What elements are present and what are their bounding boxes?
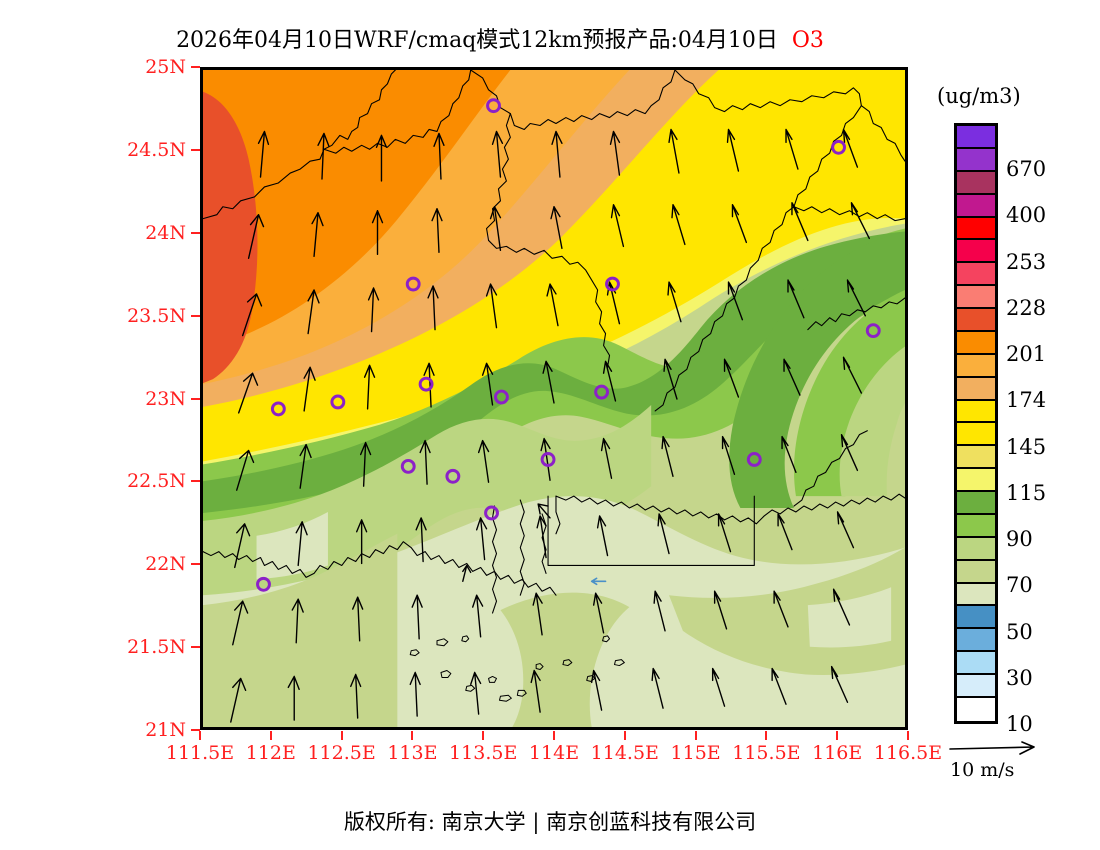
latitude-tick-mark: [191, 646, 200, 649]
colorbar-band: [957, 331, 995, 355]
longitude-tick-mark: [269, 731, 272, 740]
longitude-tick-mark: [340, 731, 343, 740]
colorbar-tick-label: 30: [1006, 665, 1033, 690]
page-title: 2026年04月10日WRF/cmaq模式12km预报产品:04月10日 O3: [0, 22, 1000, 54]
colorbar-band: [957, 309, 995, 332]
colorbar-tick-label: 400: [1006, 203, 1047, 228]
latitude-tick-label: 23.5N: [127, 304, 186, 327]
longitude-tick-label: 113.5E: [449, 742, 518, 764]
colorbar-unit: (ug/m3): [937, 84, 1021, 108]
longitude-tick-label: 116E: [812, 742, 863, 764]
latitude-tick-label: 25N: [145, 56, 186, 78]
longitude-tick-label: 114.5E: [590, 742, 659, 764]
colorbar-band: [957, 171, 995, 195]
colorbar-tick-label: 174: [1006, 388, 1047, 413]
colorbar-band: [957, 583, 995, 607]
colorbar-tick-label: 228: [1006, 295, 1047, 320]
colorbar-band: [957, 675, 995, 698]
copyright-footer: 版权所有: 南京大学 | 南京创蓝科技有限公司: [343, 810, 757, 834]
colorbar-band: [957, 537, 995, 561]
colorbar-tick-label: 670: [1006, 157, 1047, 182]
title-text: 2026年04月10日WRF/cmaq模式12km预报产品:04月10日: [176, 28, 778, 53]
longitude-tick-mark: [623, 731, 626, 740]
colorbar-band: [957, 217, 995, 241]
colorbar-band: [957, 469, 995, 492]
latitude-tick-mark: [191, 314, 200, 317]
colorbar-band: [957, 629, 995, 653]
map-canvas: [203, 70, 905, 727]
forecast-map[interactable]: [200, 67, 908, 730]
latitude-tick-label: 22.5N: [127, 470, 186, 493]
colorbar-tick-label: 10: [1006, 712, 1033, 736]
longitude-tick-label: 113E: [387, 742, 438, 764]
colorbar-tick-label: 90: [1006, 527, 1033, 552]
longitude-tick-label: 112.5E: [307, 742, 376, 764]
latitude-tick-mark: [191, 148, 200, 151]
longitude-tick-label: 111.5E: [165, 742, 235, 764]
colorbar-band: [957, 446, 995, 470]
blue-wind-arrow: [590, 577, 607, 586]
colorbar-band: [957, 514, 995, 538]
colorbar-band: [957, 400, 995, 424]
colorbar-band: [957, 377, 995, 401]
longitude-tick-mark: [553, 731, 555, 740]
colorbar-tick-label: 145: [1006, 434, 1047, 459]
colorbar-tick-label: 201: [1006, 342, 1047, 367]
colorbar-tick-label: 50: [1006, 619, 1033, 644]
longitude-tick-mark: [836, 731, 839, 740]
wind-scale-arrow-icon: [949, 741, 1035, 755]
longitude-tick-label: 112E: [245, 742, 296, 764]
colorbar-band: [957, 697, 995, 721]
colorbar[interactable]: [954, 123, 998, 724]
colorbar-band: [957, 423, 995, 447]
latitude-tick-mark: [191, 480, 200, 483]
longitude-tick-mark: [411, 731, 414, 740]
colorbar-tick-label: 70: [1006, 573, 1033, 598]
longitude-tick-label: 116.5E: [873, 742, 943, 764]
latitude-tick-mark: [191, 66, 200, 68]
latitude-tick-label: 23N: [145, 387, 186, 410]
latitude-tick-label: 21.5N: [127, 636, 186, 659]
longitude-tick-mark: [199, 731, 201, 740]
colorbar-band: [957, 354, 995, 378]
latitude-tick-label: 24N: [145, 221, 186, 244]
colorbar-tick-label: 115: [1006, 480, 1047, 505]
wind-scale-label: 10 m/s: [950, 759, 1015, 781]
colorbar-band: [957, 240, 995, 264]
latitude-tick-mark: [191, 397, 200, 400]
colorbar-tick-label: 253: [1006, 249, 1047, 274]
colorbar-band: [957, 492, 995, 515]
colorbar-band: [957, 286, 995, 309]
longitude-tick-label: 115.5E: [732, 742, 801, 764]
longitude-tick-label: 115E: [670, 742, 721, 764]
latitude-tick-mark: [191, 231, 200, 234]
longitude-tick-mark: [694, 731, 697, 740]
longitude-tick-mark: [907, 731, 909, 740]
wind-scale-legend: 10 m/s: [948, 737, 1068, 787]
colorbar-band: [957, 560, 995, 584]
colorbar-band: [957, 652, 995, 675]
colorbar-band: [957, 126, 995, 149]
longitude-tick-label: 114E: [528, 742, 580, 764]
wind-vectors: [230, 128, 870, 723]
colorbar-band: [957, 606, 995, 630]
title-species: O3: [791, 28, 824, 53]
latitude-tick-label: 21N: [145, 719, 186, 741]
latitude-tick-mark: [191, 563, 200, 566]
colorbar-band: [957, 148, 995, 172]
latitude-tick-mark: [191, 729, 200, 731]
longitude-tick-mark: [482, 731, 485, 740]
colorbar-band: [957, 263, 995, 287]
latitude-tick-label: 24.5N: [127, 138, 186, 161]
station-markers: [256, 98, 881, 592]
longitude-tick-mark: [765, 731, 768, 740]
latitude-tick-label: 22N: [145, 553, 186, 576]
colorbar-band: [957, 194, 995, 218]
